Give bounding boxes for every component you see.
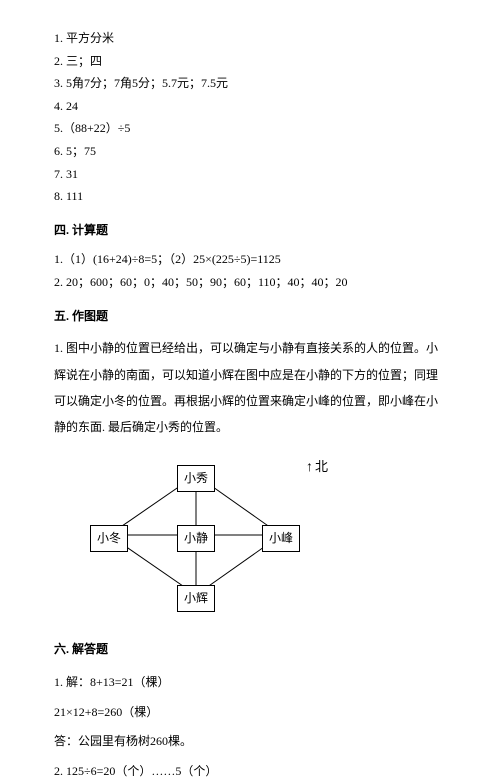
answers-block: 1. 平方分米2. 三；四3. 5角7分；7角5分；5.7元；7.5元4. 24… — [54, 28, 446, 208]
calc-line: 1.（1）(16+24)÷8=5；（2）25×(225÷5)=1125 — [54, 249, 446, 271]
answer-line: 7. 31 — [54, 164, 446, 186]
diagram-node-center: 小静 — [177, 525, 215, 553]
answer-line: 4. 24 — [54, 96, 446, 118]
section5-paragraph: 1. 图中小静的位置已经给出，可以确定与小静有直接关系的人的位置。小辉说在小静的… — [54, 335, 446, 441]
answer-line: 6. 5；75 — [54, 141, 446, 163]
diagram-node-top: 小秀 — [177, 465, 215, 493]
section5-heading: 五. 作图题 — [54, 306, 446, 328]
answer-line: 3. 5角7分；7角5分；5.7元；7.5元 — [54, 73, 446, 95]
answer-line: 2. 三；四 — [54, 51, 446, 73]
section4-body: 1.（1）(16+24)÷8=5；（2）25×(225÷5)=11252. 20… — [54, 249, 446, 293]
section6-heading: 六. 解答题 — [54, 639, 446, 661]
north-label: 北 — [315, 459, 328, 474]
diagram-node-bottom: 小辉 — [177, 585, 215, 613]
solve-line: 答：公园里有杨树260棵。 — [54, 731, 446, 753]
solve-line: 2. 125÷6=20（个）……5（个） — [54, 761, 446, 783]
section4-heading: 四. 计算题 — [54, 220, 446, 242]
calc-line: 2. 20；600；60；0；40；50；90；60；110；40；40；20 — [54, 272, 446, 294]
section6-body: 1. 解：8+13=21（棵） 21×12+8=260（棵） 答：公园里有杨树260… — [54, 672, 446, 782]
network-diagram: ↑北 小秀小冬小静小峰小辉 — [82, 455, 342, 625]
answer-line: 5.（88+22）÷5 — [54, 118, 446, 140]
answer-line: 8. 111 — [54, 186, 446, 208]
answer-line: 1. 平方分米 — [54, 28, 446, 50]
diagram-node-left: 小冬 — [90, 525, 128, 553]
solve-line: 1. 解：8+13=21（棵） — [54, 672, 446, 694]
solve-line: 21×12+8=260（棵） — [54, 702, 446, 724]
diagram-node-right: 小峰 — [262, 525, 300, 553]
